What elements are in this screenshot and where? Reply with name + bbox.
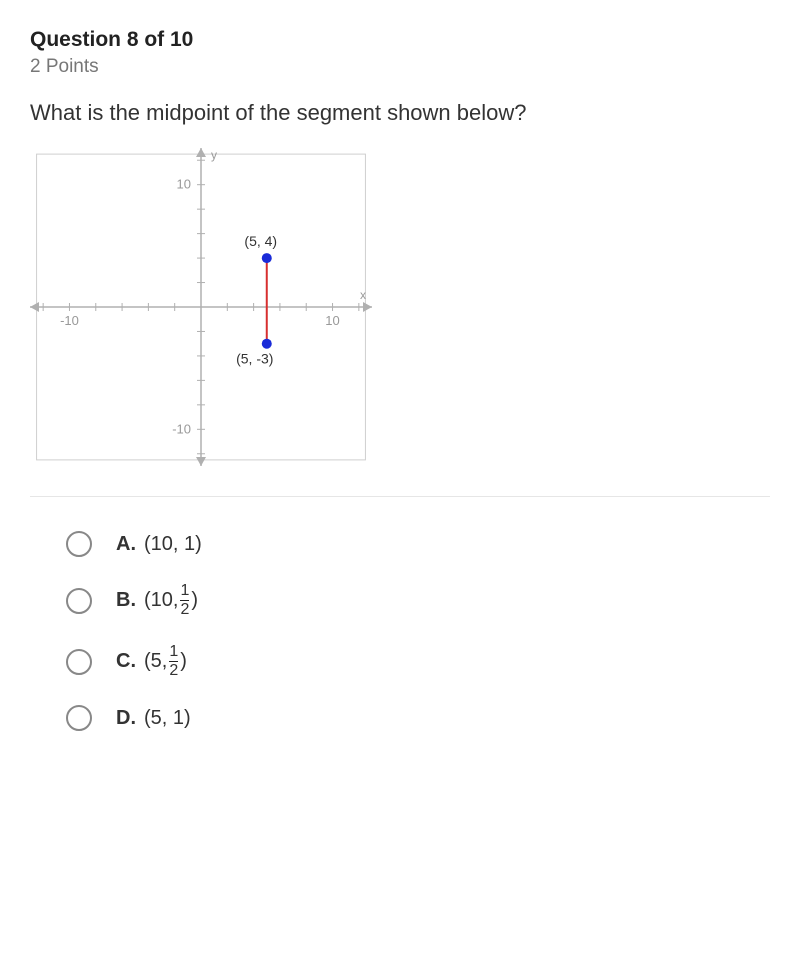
svg-text:y: y: [211, 148, 217, 162]
option-c-prefix: (5,: [144, 650, 167, 673]
svg-text:-10: -10: [60, 313, 79, 328]
svg-text:x: x: [360, 288, 366, 302]
option-c-frac-den: 2: [169, 661, 178, 679]
svg-text:(5, 4): (5, 4): [244, 233, 277, 249]
question-number: Question 8 of 10: [30, 28, 770, 52]
option-d-text: (5, 1): [144, 707, 191, 730]
option-b-frac-den: 2: [180, 600, 189, 618]
svg-text:10: 10: [325, 313, 339, 328]
radio-c[interactable]: [66, 649, 92, 675]
option-c[interactable]: C. (5, 1 2 ): [66, 644, 770, 679]
option-d[interactable]: D. (5, 1): [66, 705, 770, 731]
divider: [30, 496, 770, 497]
option-b-suffix: ): [191, 589, 198, 612]
option-a[interactable]: A. (10, 1): [66, 531, 770, 557]
radio-d[interactable]: [66, 705, 92, 731]
option-b-frac-num: 1: [180, 583, 189, 600]
option-a-letter: A.: [116, 533, 136, 556]
option-c-text: (5, 1 2 ): [144, 644, 187, 679]
option-b-prefix: (10,: [144, 589, 178, 612]
answer-options: A. (10, 1) B. (10, 1 2 ) C. (5, 1 2 ) D.: [30, 531, 770, 731]
option-b-letter: B.: [116, 589, 136, 612]
svg-text:10: 10: [177, 177, 191, 192]
option-b-text: (10, 1 2 ): [144, 583, 198, 618]
graph-svg: -10 10 10 -10 x y (5, 4) (5, -3): [30, 148, 372, 466]
option-c-fraction: 1 2: [169, 644, 178, 679]
question-text: What is the midpoint of the segment show…: [30, 100, 770, 126]
svg-text:-10: -10: [172, 421, 191, 436]
option-a-text: (10, 1): [144, 533, 202, 556]
svg-text:(5, -3): (5, -3): [236, 351, 273, 367]
radio-a[interactable]: [66, 531, 92, 557]
coordinate-graph: -10 10 10 -10 x y (5, 4) (5, -3): [30, 148, 372, 466]
option-b[interactable]: B. (10, 1 2 ): [66, 583, 770, 618]
radio-b[interactable]: [66, 588, 92, 614]
option-c-frac-num: 1: [169, 644, 178, 661]
option-d-letter: D.: [116, 707, 136, 730]
option-c-suffix: ): [180, 650, 187, 673]
question-points: 2 Points: [30, 56, 770, 78]
option-c-letter: C.: [116, 650, 136, 673]
option-b-fraction: 1 2: [180, 583, 189, 618]
